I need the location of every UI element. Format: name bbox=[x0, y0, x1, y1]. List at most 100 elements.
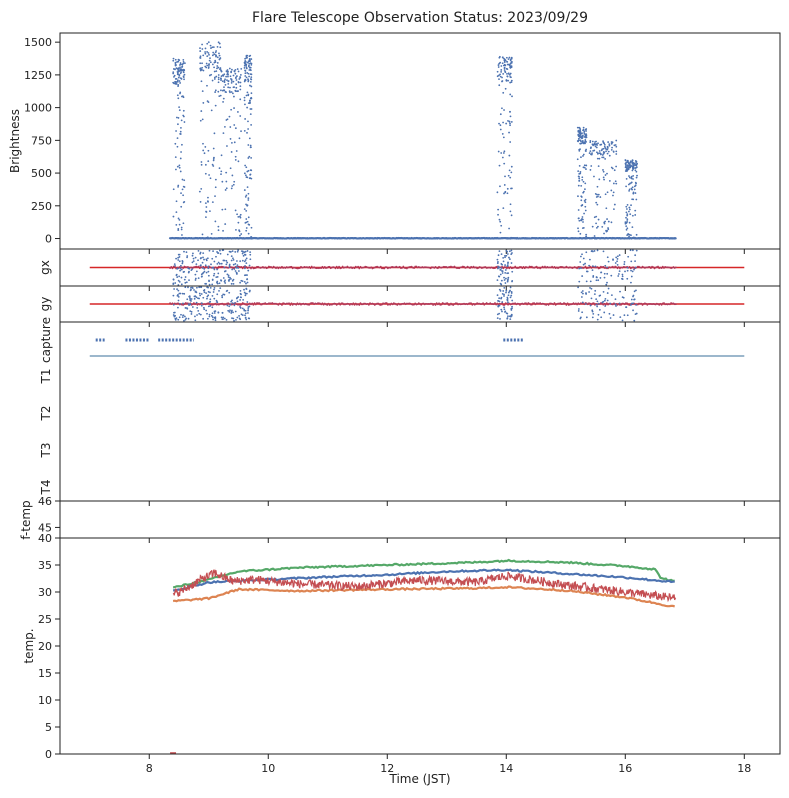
brightness-point bbox=[220, 70, 223, 73]
brightness-point bbox=[239, 88, 242, 91]
gy-point bbox=[510, 314, 513, 317]
brightness-point bbox=[176, 137, 179, 140]
brightness-point bbox=[506, 60, 509, 63]
gy-point bbox=[182, 302, 184, 305]
temp-ytick-label: 10 bbox=[38, 694, 52, 707]
brightness-point bbox=[589, 147, 592, 150]
brightness-point bbox=[498, 122, 500, 125]
brightness-point bbox=[579, 132, 581, 135]
gx-point bbox=[585, 270, 588, 273]
gx-point bbox=[244, 259, 247, 261]
brightness-point bbox=[248, 58, 251, 60]
brightness-point bbox=[583, 199, 586, 202]
brightness-point bbox=[634, 167, 636, 169]
gy-point bbox=[498, 288, 501, 291]
gy-point bbox=[231, 309, 233, 312]
gx-point bbox=[249, 253, 252, 256]
gy-point bbox=[495, 303, 498, 306]
brightness-point bbox=[245, 229, 248, 232]
gx-point bbox=[629, 249, 632, 252]
brightness-point bbox=[577, 133, 580, 136]
brightness-point bbox=[612, 182, 615, 185]
brightness-point bbox=[177, 83, 180, 86]
gx-point bbox=[177, 259, 180, 261]
gx-point bbox=[213, 272, 216, 275]
brightness-point bbox=[498, 84, 501, 87]
gy-point bbox=[438, 302, 440, 305]
gy-point bbox=[216, 293, 219, 296]
brightness-point bbox=[503, 61, 506, 64]
gy-point bbox=[212, 291, 215, 293]
gx-point bbox=[228, 266, 231, 269]
brightness-point bbox=[498, 55, 501, 58]
gy-point bbox=[247, 308, 250, 310]
gx-point bbox=[630, 269, 632, 272]
brightness-point bbox=[603, 145, 606, 148]
brightness-point bbox=[505, 56, 508, 59]
gy-point bbox=[413, 303, 415, 306]
brightness-point bbox=[231, 92, 234, 95]
gy-point bbox=[327, 302, 330, 305]
gy-point bbox=[184, 307, 187, 309]
brightness-point bbox=[500, 224, 503, 227]
brightness-point bbox=[502, 136, 505, 139]
gy-point bbox=[189, 310, 192, 313]
brightness-point bbox=[208, 53, 210, 56]
gx-point bbox=[231, 279, 234, 282]
brightness-point bbox=[212, 51, 215, 54]
brightness-point bbox=[249, 80, 252, 83]
gx-point bbox=[433, 267, 436, 269]
gx-point bbox=[215, 276, 218, 279]
brightness-point bbox=[246, 91, 249, 94]
brightness-point bbox=[227, 75, 229, 78]
gx-point bbox=[217, 272, 220, 275]
brightness-point bbox=[628, 221, 631, 224]
brightness-point bbox=[581, 176, 584, 179]
gx-point bbox=[358, 267, 361, 270]
brightness-point bbox=[582, 155, 584, 157]
brightness-point bbox=[582, 126, 585, 129]
brightness-point bbox=[200, 110, 203, 112]
gx-point bbox=[236, 264, 239, 267]
brightness-point bbox=[212, 46, 215, 48]
gy-point bbox=[498, 297, 501, 300]
gx-point bbox=[213, 268, 216, 271]
brightness-point bbox=[580, 219, 582, 222]
brightness-point bbox=[576, 126, 579, 129]
gx-point bbox=[496, 262, 499, 265]
gy-point bbox=[202, 317, 205, 320]
brightness-point bbox=[176, 79, 179, 82]
brightness-point bbox=[602, 176, 605, 179]
brightness-point bbox=[220, 75, 223, 78]
gx-point bbox=[613, 266, 615, 269]
temp-series-orange bbox=[172, 585, 675, 608]
brightness-point bbox=[593, 216, 596, 219]
brightness-point bbox=[584, 134, 587, 137]
gy-point bbox=[187, 286, 189, 289]
gy-point bbox=[507, 301, 509, 304]
brightness-point bbox=[207, 67, 210, 69]
brightness-point bbox=[244, 70, 247, 72]
brightness-point bbox=[202, 149, 205, 152]
gy-point bbox=[396, 304, 399, 306]
gx-point bbox=[178, 256, 181, 258]
ftemp-frame bbox=[59, 500, 781, 539]
gy-point bbox=[471, 304, 474, 306]
gy-point bbox=[347, 302, 350, 305]
gx-point bbox=[266, 267, 269, 269]
gx-point bbox=[496, 279, 499, 282]
gy-point bbox=[241, 314, 244, 317]
brightness-point bbox=[585, 164, 588, 167]
brightness-point bbox=[217, 78, 220, 81]
gx-point bbox=[217, 252, 219, 255]
brightness-point bbox=[611, 141, 614, 144]
brightness-point bbox=[247, 94, 250, 97]
brightness-point bbox=[218, 58, 221, 61]
gx-point bbox=[203, 270, 206, 273]
gx-point bbox=[197, 249, 200, 252]
brightness-point bbox=[228, 90, 231, 93]
brightness-point bbox=[182, 71, 185, 74]
brightness-point bbox=[593, 235, 596, 237]
gx-point bbox=[235, 265, 237, 268]
brightness-point bbox=[508, 56, 511, 59]
